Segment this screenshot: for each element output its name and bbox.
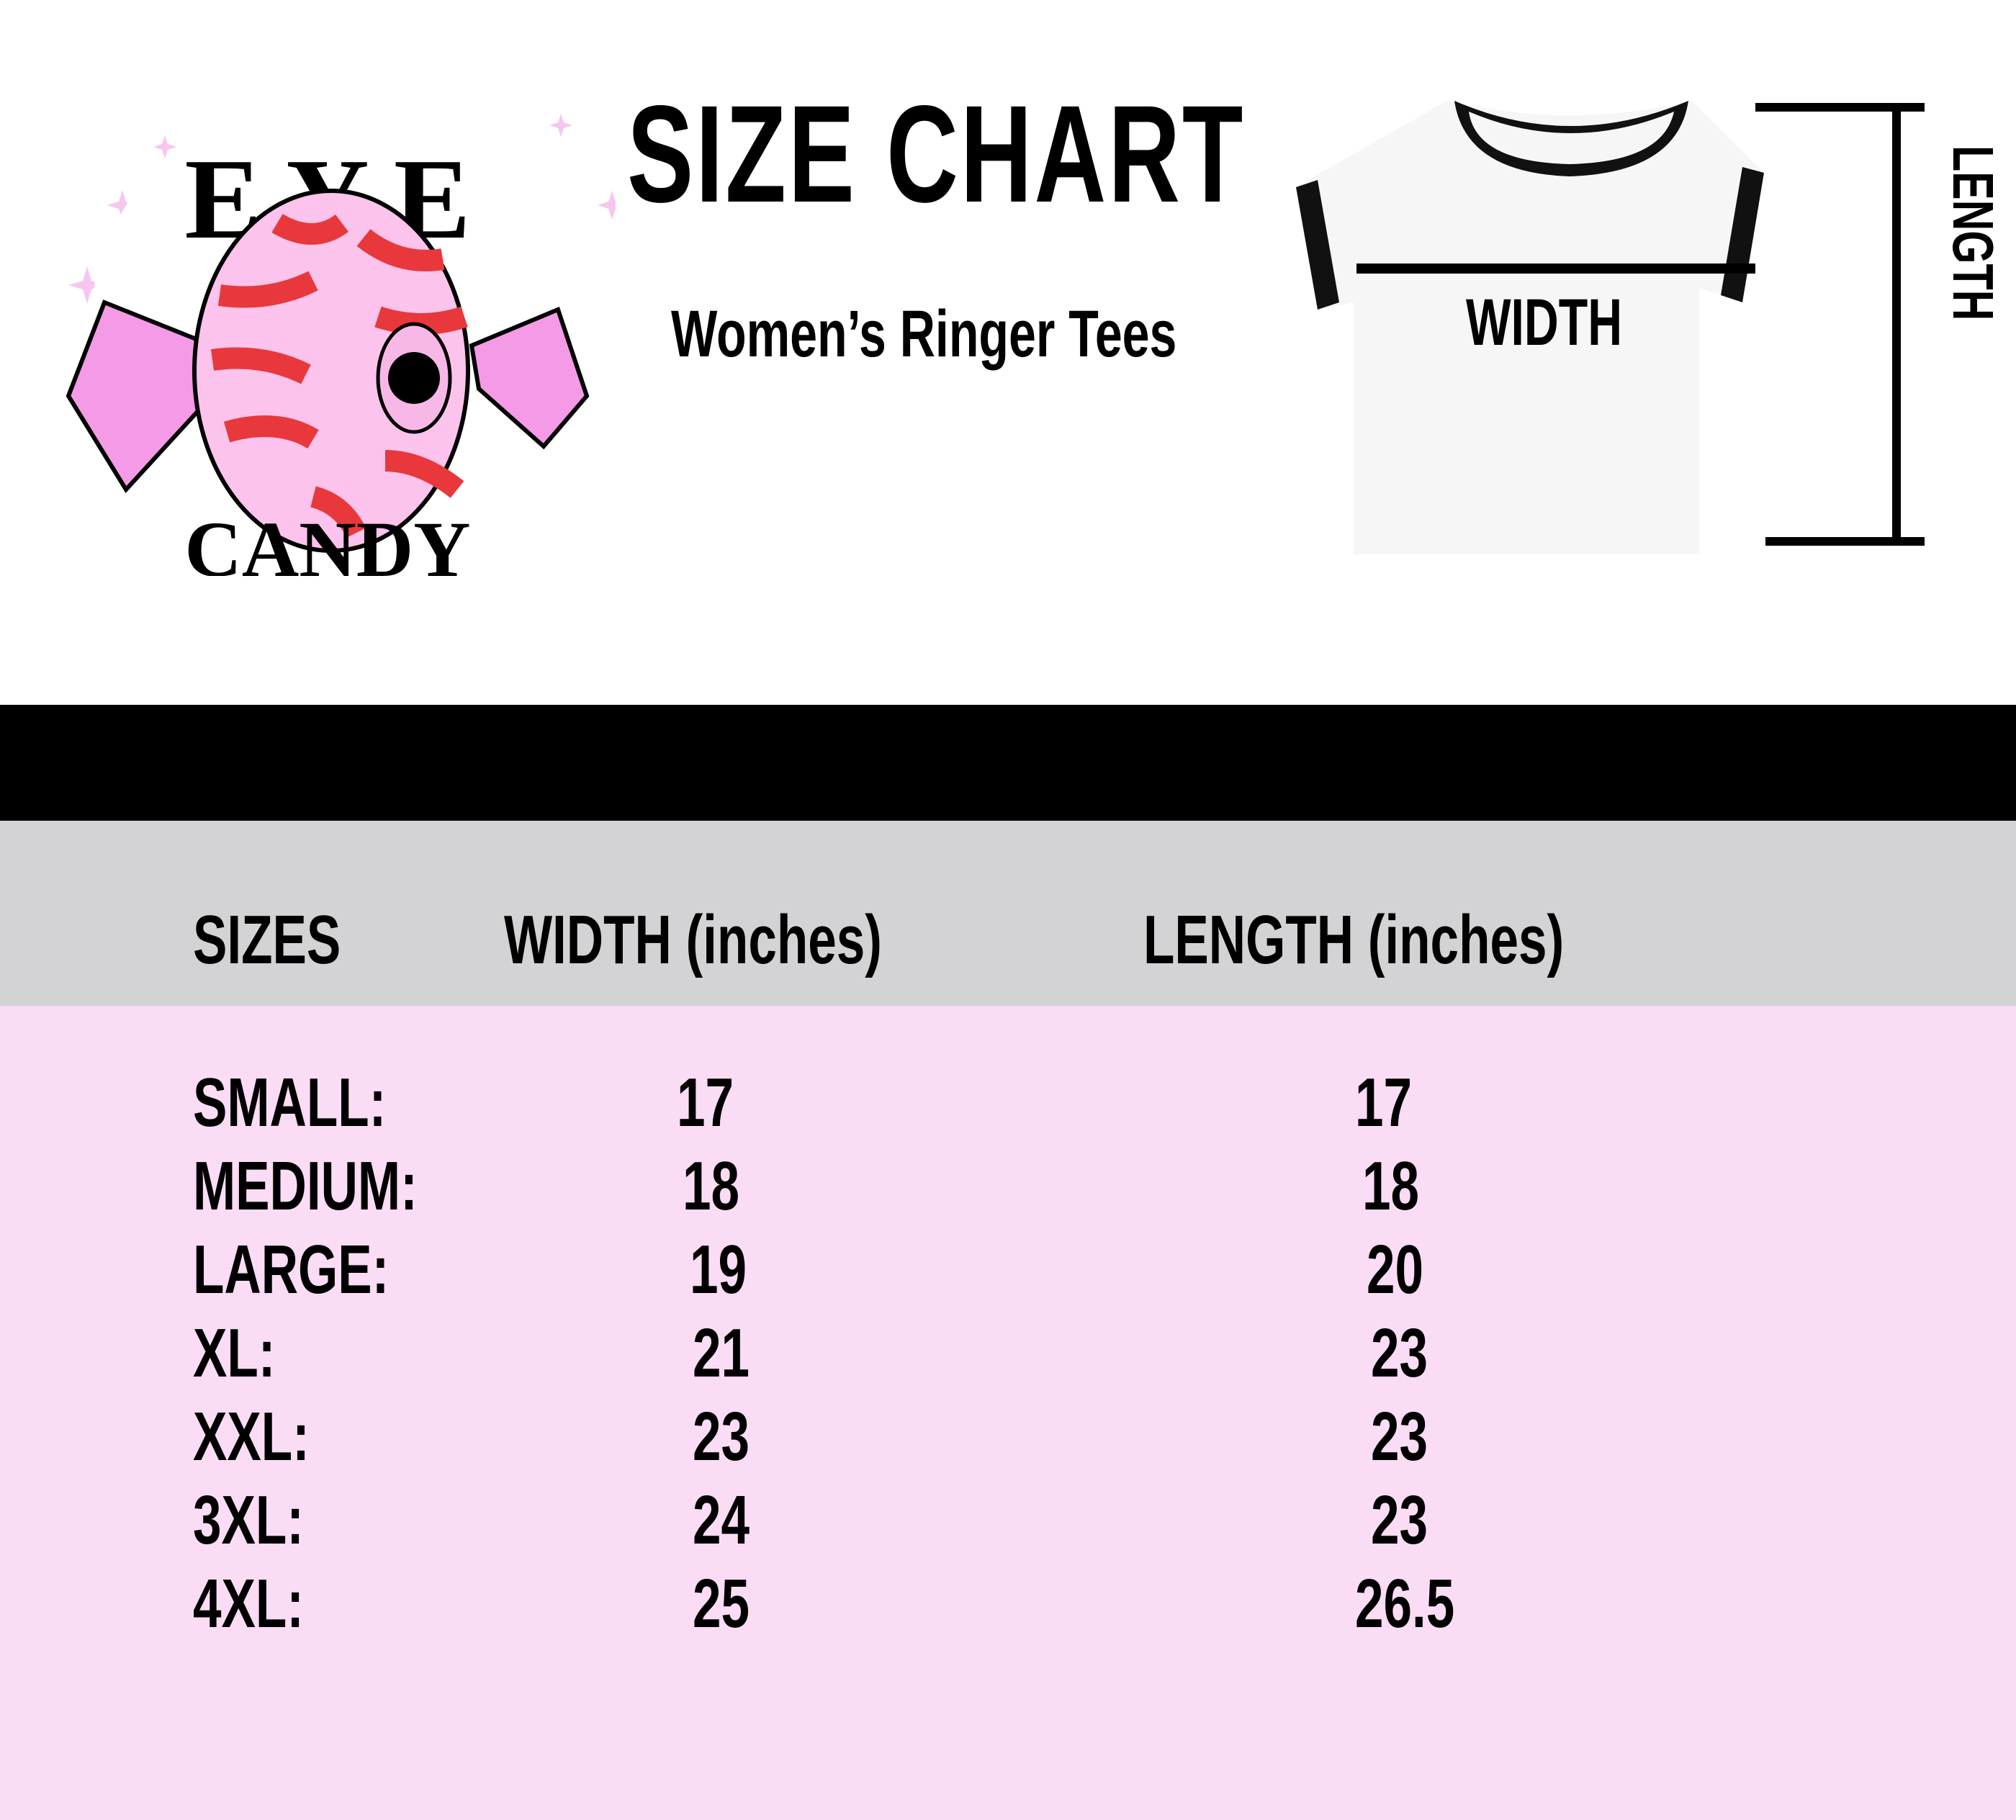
length-measure-bracket [1755, 103, 1925, 546]
logo-candy-text: CANDY [184, 505, 470, 576]
table-row: MEDIUM: 18 18 [0, 1152, 2016, 1235]
width-cell: 25 [693, 1565, 750, 1642]
size-cell: XXL: [193, 1398, 310, 1475]
size-cell: SMALL: [193, 1064, 387, 1141]
width-cell: 17 [677, 1064, 734, 1141]
divider-band [0, 705, 2016, 821]
table-body [0, 1006, 2016, 1820]
table-row: 4XL: 25 26.5 [0, 1569, 2016, 1653]
size-cell: XL: [193, 1315, 276, 1392]
width-label: WIDTH [1466, 286, 1623, 359]
length-cell: 23 [1371, 1482, 1428, 1559]
table-row: XXL: 23 23 [0, 1402, 2016, 1486]
ringer-tee-image [1296, 101, 1764, 554]
page-subtitle: Women’s Ringer Tees [671, 297, 1177, 371]
length-cell: 23 [1371, 1315, 1428, 1392]
page-title: SIZE CHART [627, 76, 1246, 231]
column-header-length: LENGTH (inches) [1143, 901, 1565, 978]
size-cell: LARGE: [193, 1231, 390, 1308]
size-cell: 3XL: [193, 1482, 304, 1559]
width-cell: 24 [693, 1482, 750, 1559]
table-row: SMALL: 17 17 [0, 1068, 2016, 1152]
column-header-width: WIDTH (inches) [504, 901, 882, 978]
length-cell: 26.5 [1355, 1565, 1455, 1642]
sparkles-icon [68, 114, 616, 304]
length-label: LENGTH [1941, 145, 2005, 321]
width-cell: 19 [690, 1231, 747, 1308]
size-cell: MEDIUM: [193, 1148, 418, 1225]
size-cell: 4XL: [193, 1565, 304, 1642]
table-row: LARGE: 19 20 [0, 1235, 2016, 1319]
eye-candy-logo: E Y E CANDY [66, 94, 616, 576]
table-header [0, 821, 2016, 1006]
column-header-sizes: SIZES [193, 901, 341, 978]
length-cell: 23 [1371, 1398, 1428, 1475]
width-cell: 23 [693, 1398, 750, 1475]
width-cell: 21 [693, 1315, 750, 1392]
width-measure-line [1356, 263, 1755, 274]
length-cell: 20 [1367, 1231, 1424, 1308]
table-row: 3XL: 24 23 [0, 1486, 2016, 1569]
table-row: XL: 21 23 [0, 1319, 2016, 1402]
length-cell: 17 [1355, 1064, 1413, 1141]
width-cell: 18 [683, 1148, 740, 1225]
length-cell: 18 [1362, 1148, 1420, 1225]
